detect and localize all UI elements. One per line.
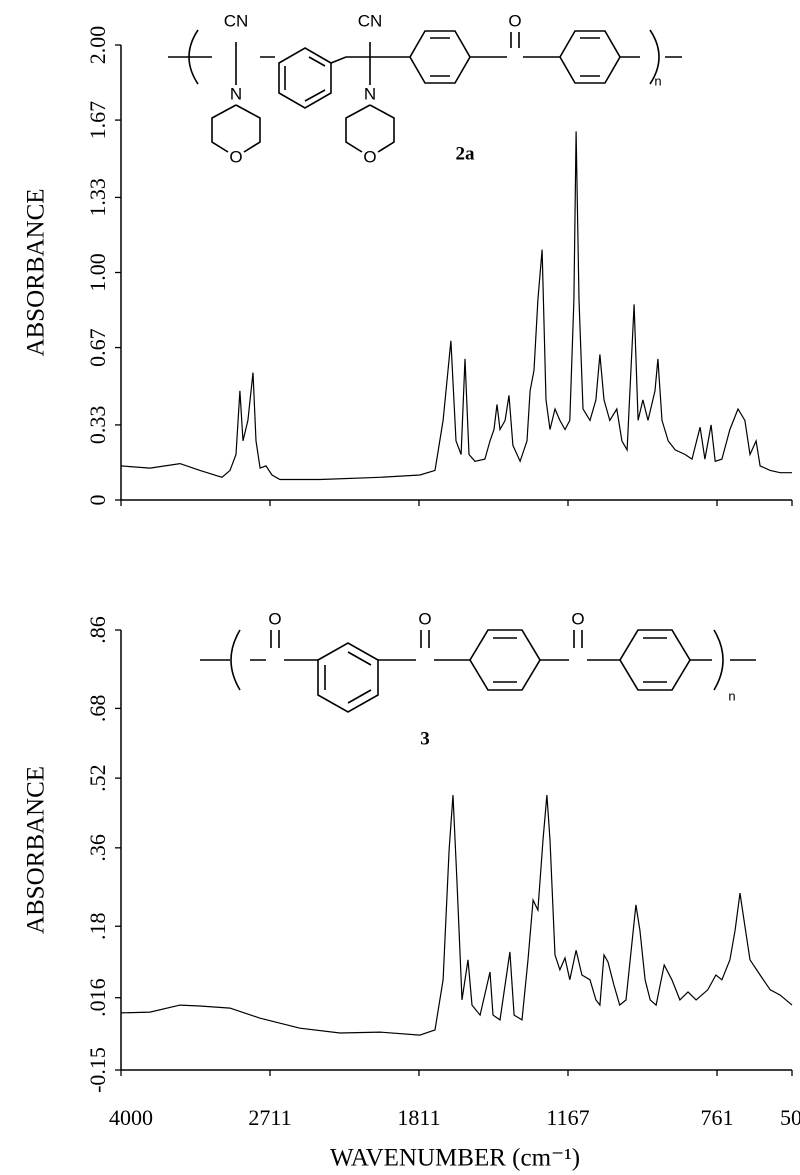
structure-label: O	[229, 147, 242, 166]
structure-label: n	[728, 688, 735, 703]
structure-2a	[168, 29, 682, 153]
spectrum-line	[120, 795, 793, 1036]
y-tick-label: .18	[85, 912, 110, 940]
y-tick-label: .36	[85, 834, 110, 862]
structure-label: O	[268, 609, 281, 628]
y-tick-label: 2.00	[85, 26, 110, 65]
y-tick-label: .016	[85, 978, 110, 1017]
x-tick-label: 1811	[397, 1105, 440, 1130]
structure-label: CN	[224, 11, 249, 30]
structure-label: O	[571, 609, 584, 628]
structure-label: O	[508, 11, 521, 30]
y-axis-label: ABSORBANCE	[23, 766, 50, 934]
x-tick-label: 2711	[248, 1105, 291, 1130]
x-axis-label: WAVENUMBER (cm⁻¹)	[330, 1145, 580, 1172]
structure-label: O	[418, 609, 431, 628]
y-tick-label: 1.67	[85, 101, 110, 140]
structure-label: CN	[358, 11, 383, 30]
annotation: 2a	[456, 143, 476, 164]
y-tick-label: 1.33	[85, 178, 110, 217]
x-tick-label: 761	[701, 1105, 734, 1130]
structure-label: O	[363, 147, 376, 166]
y-tick-label: 0.33	[85, 406, 110, 445]
y-tick-label: 1.00	[85, 253, 110, 292]
x-tick-label: 4000	[109, 1105, 153, 1130]
y-tick-label: 0.67	[85, 328, 110, 367]
x-tick-label: 500	[780, 1105, 800, 1130]
y-tick-label: .86	[85, 616, 110, 644]
structure-3	[200, 629, 756, 713]
annotation: 3	[420, 728, 430, 749]
y-tick-label: -0.15	[85, 1047, 110, 1093]
y-axis-label: ABSORBANCE	[23, 188, 50, 356]
y-tick-label: 0	[85, 495, 110, 506]
structure-label: N	[230, 84, 242, 103]
y-tick-label: .52	[85, 764, 110, 792]
spectrum-line	[120, 131, 792, 481]
x-tick-label: 1167	[546, 1105, 589, 1130]
structure-label: N	[364, 84, 376, 103]
y-tick-label: .68	[85, 695, 110, 723]
structure-label: n	[654, 73, 661, 88]
